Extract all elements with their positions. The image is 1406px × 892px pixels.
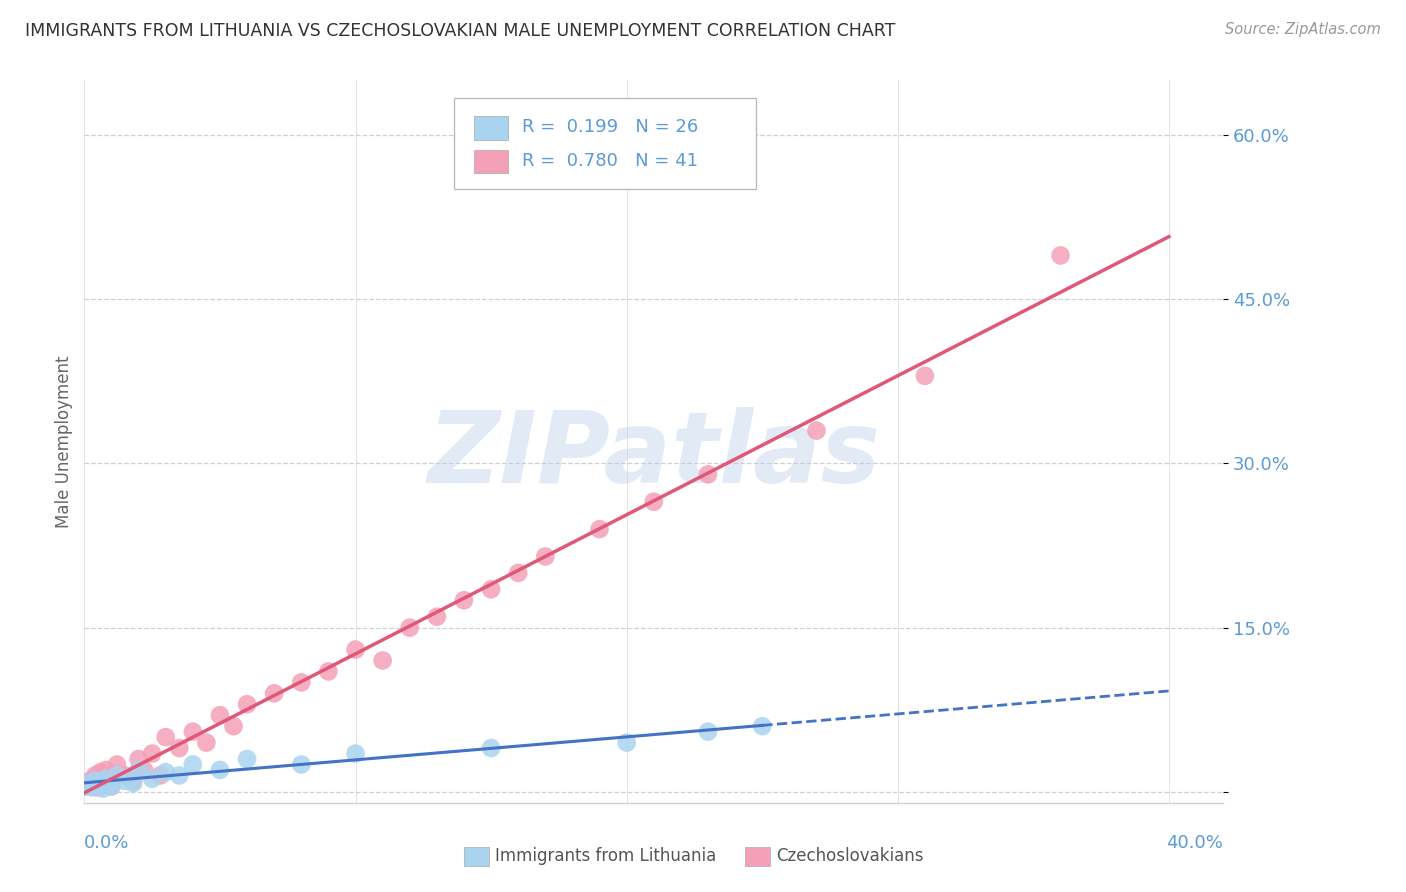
Point: [105, 768, 128, 782]
Point: [1049, 248, 1071, 262]
Point: [87, 778, 110, 792]
Point: [290, 757, 312, 772]
Point: [181, 757, 204, 772]
Y-axis label: Male Unemployment: Male Unemployment: [55, 355, 73, 528]
Point: [479, 582, 502, 597]
Point: [128, 752, 150, 766]
Point: [82, 776, 104, 790]
Text: Czechoslovakians: Czechoslovakians: [776, 847, 924, 865]
Text: R =  0.199   N = 26: R = 0.199 N = 26: [522, 119, 697, 136]
Point: [371, 653, 394, 667]
Point: [208, 763, 231, 777]
FancyBboxPatch shape: [474, 151, 508, 173]
Point: [114, 773, 136, 788]
Point: [141, 747, 163, 761]
Point: [263, 686, 285, 700]
Point: [94, 772, 117, 786]
Point: [122, 776, 145, 790]
Point: [169, 768, 191, 782]
Point: [195, 735, 218, 749]
Point: [105, 757, 128, 772]
Point: [453, 593, 475, 607]
Point: [751, 719, 773, 733]
Point: [97, 773, 120, 788]
Point: [508, 566, 530, 580]
Point: [914, 368, 936, 383]
Point: [76, 780, 98, 794]
Point: [318, 665, 340, 679]
Point: [149, 768, 172, 782]
Point: [97, 777, 120, 791]
Point: [93, 778, 115, 792]
Point: [94, 763, 117, 777]
Point: [132, 763, 155, 777]
Point: [90, 765, 112, 780]
Point: [643, 494, 665, 508]
Point: [236, 698, 259, 712]
Point: [155, 730, 177, 744]
Point: [114, 768, 136, 782]
Point: [155, 765, 177, 780]
Point: [806, 424, 828, 438]
Point: [93, 781, 115, 796]
Point: [76, 780, 98, 794]
Point: [87, 780, 110, 795]
Point: [100, 780, 122, 794]
Point: [100, 780, 122, 794]
Point: [236, 752, 259, 766]
Point: [344, 747, 367, 761]
Point: [222, 719, 245, 733]
Text: Source: ZipAtlas.com: Source: ZipAtlas.com: [1225, 22, 1381, 37]
Point: [82, 780, 104, 795]
Text: ZIPatlas: ZIPatlas: [427, 408, 880, 505]
Point: [534, 549, 557, 564]
FancyBboxPatch shape: [474, 117, 508, 139]
Point: [479, 741, 502, 756]
Point: [169, 741, 191, 756]
Point: [398, 621, 420, 635]
Point: [141, 772, 163, 786]
Text: Immigrants from Lithuania: Immigrants from Lithuania: [495, 847, 716, 865]
Point: [208, 708, 231, 723]
Point: [84, 768, 107, 782]
Point: [697, 467, 720, 482]
Point: [79, 773, 101, 788]
Point: [128, 763, 150, 777]
Text: IMMIGRANTS FROM LITHUANIA VS CZECHOSLOVAKIAN MALE UNEMPLOYMENT CORRELATION CHART: IMMIGRANTS FROM LITHUANIA VS CZECHOSLOVA…: [25, 22, 896, 40]
Point: [588, 522, 610, 536]
Text: 0.0%: 0.0%: [84, 834, 129, 852]
Point: [290, 675, 312, 690]
Point: [426, 609, 449, 624]
Point: [122, 773, 145, 788]
Point: [181, 724, 204, 739]
FancyBboxPatch shape: [454, 98, 756, 189]
Point: [697, 724, 720, 739]
Point: [90, 775, 112, 789]
Text: R =  0.780   N = 41: R = 0.780 N = 41: [522, 153, 697, 170]
Text: 40.0%: 40.0%: [1167, 834, 1223, 852]
Point: [84, 773, 107, 788]
Point: [344, 642, 367, 657]
Point: [616, 735, 638, 749]
Point: [79, 776, 101, 790]
